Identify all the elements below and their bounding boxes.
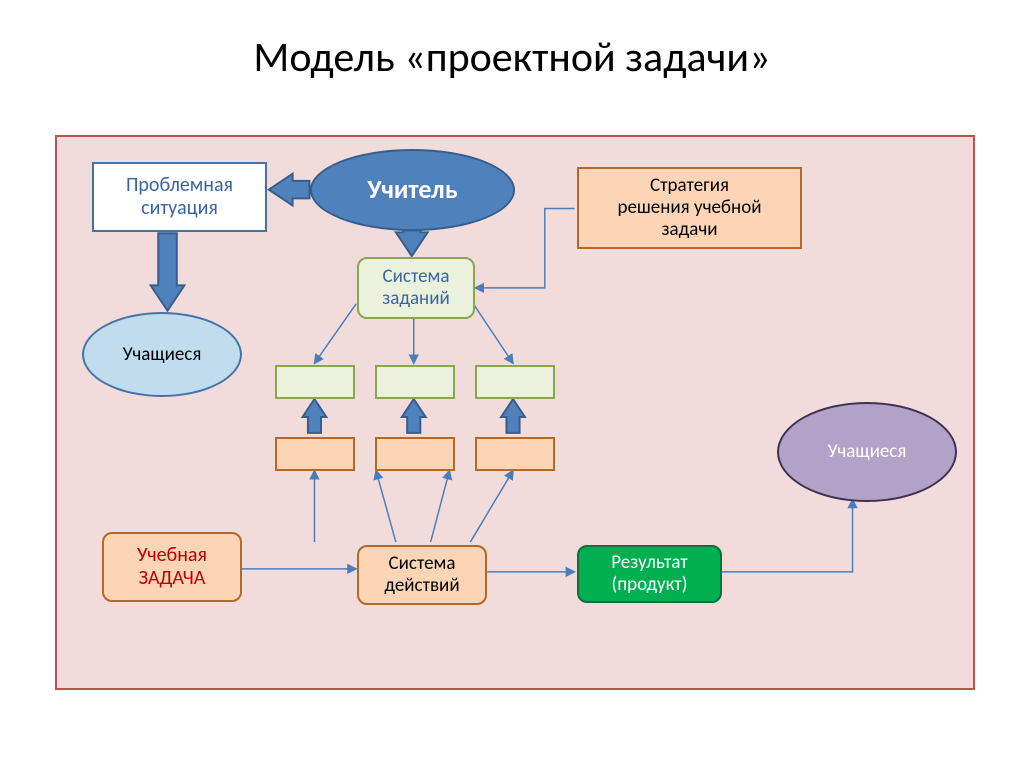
node-row-top-1 bbox=[275, 365, 355, 399]
connector-arrow bbox=[314, 304, 356, 364]
node-action-system: Системадействий bbox=[357, 545, 487, 605]
block-arrow bbox=[151, 233, 185, 310]
connector-arrow bbox=[470, 471, 513, 542]
node-students-left: Учащиеся bbox=[82, 312, 242, 397]
node-teacher: Учитель bbox=[310, 149, 515, 231]
connector-arrow bbox=[431, 471, 450, 542]
node-strategy: Стратегиярешения учебнойзадачи bbox=[577, 167, 802, 249]
node-students-right: Учащиеся bbox=[777, 402, 957, 502]
node-problem-situation: Проблемнаяситуация bbox=[92, 162, 267, 232]
block-arrow bbox=[303, 399, 327, 433]
connector-arrow bbox=[475, 208, 574, 287]
block-arrow bbox=[501, 399, 525, 433]
node-task-system: Системазаданий bbox=[357, 257, 475, 319]
connector-arrow bbox=[376, 471, 396, 542]
node-result: Результат(продукт) bbox=[577, 545, 722, 603]
block-arrow bbox=[269, 174, 310, 206]
node-learning-task: УчебнаяЗАДАЧА bbox=[102, 532, 242, 602]
node-row-bot-1 bbox=[275, 437, 355, 471]
node-row-top-2 bbox=[375, 365, 455, 399]
block-arrow bbox=[402, 399, 426, 433]
connector-arrow bbox=[719, 499, 853, 571]
node-row-bot-2 bbox=[375, 437, 455, 471]
block-arrow bbox=[396, 230, 428, 256]
page-title: Модель «проектной задачи» bbox=[0, 0, 1024, 83]
node-row-top-3 bbox=[475, 365, 555, 399]
node-row-bot-3 bbox=[475, 437, 555, 471]
diagram-canvas: Проблемнаяситуация Учитель Стратегиярешени… bbox=[55, 135, 975, 690]
connector-arrow bbox=[473, 304, 513, 364]
